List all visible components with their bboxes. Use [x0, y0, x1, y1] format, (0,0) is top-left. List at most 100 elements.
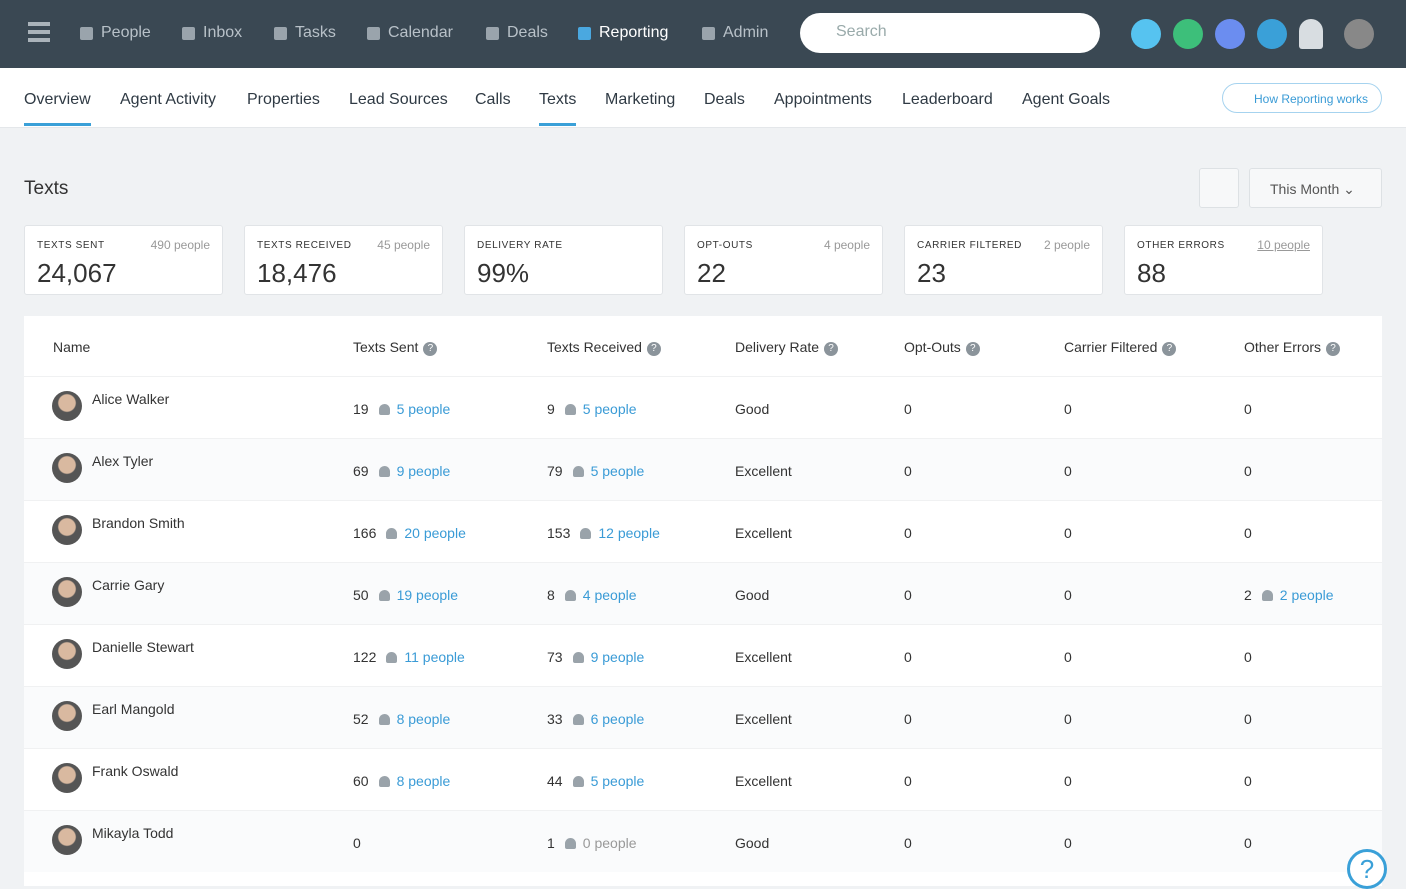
help-button[interactable]: How Reporting works [1222, 83, 1382, 113]
cell: 50 19 people [353, 587, 458, 603]
people-link[interactable]: 2 people [1279, 587, 1334, 603]
agent-name[interactable]: Mikayla Todd [92, 825, 174, 841]
carrier-value: 0 [1064, 773, 1072, 789]
nav-item[interactable]: Admin [702, 24, 768, 42]
people-link[interactable]: 5 people [590, 463, 645, 479]
sent-value: 0 [353, 835, 361, 851]
people-link[interactable]: 6 people [590, 711, 645, 727]
cell: 44 5 people [547, 773, 644, 789]
download-button[interactable] [1199, 168, 1239, 208]
tab[interactable]: Texts [539, 91, 577, 126]
person-icon [564, 838, 576, 849]
people-link[interactable]: 5 people [396, 401, 451, 417]
people-link[interactable]: 4 people [582, 587, 637, 603]
agent-name[interactable]: Alex Tyler [92, 453, 154, 469]
people-link[interactable]: 11 people [404, 649, 465, 665]
people-link[interactable]: 9 people [590, 649, 645, 665]
user-avatar[interactable] [1344, 19, 1374, 49]
person-icon [1261, 590, 1273, 601]
avatar [52, 701, 82, 731]
people-link[interactable]: 8 people [396, 711, 451, 727]
cell: 0 [1244, 463, 1252, 479]
help-fab[interactable]: ? [1347, 849, 1387, 889]
nav-item[interactable]: Calendar [367, 24, 453, 42]
people-link[interactable]: 5 people [582, 401, 637, 417]
chat-icon[interactable] [1215, 19, 1245, 49]
tab[interactable]: Agent Goals [1022, 91, 1111, 108]
nav-item[interactable]: Deals [486, 24, 548, 42]
nav-icon [80, 26, 93, 40]
help-icon[interactable]: ? [1326, 342, 1341, 356]
phone-icon[interactable] [1173, 19, 1203, 49]
tab[interactable]: Agent Activity [120, 91, 217, 108]
cell: 0 [904, 835, 912, 851]
person-icon [378, 590, 390, 601]
cell: Excellent [735, 649, 792, 665]
help-icon[interactable]: ? [423, 342, 438, 356]
dialer-icon[interactable] [1257, 19, 1287, 49]
tab-bar: Overview Agent Activity Properties Lead Sou… [0, 68, 1406, 128]
nav-item[interactable]: Inbox [182, 24, 242, 42]
column-header: Delivery Rate? [735, 339, 839, 356]
help-icon[interactable]: ? [824, 342, 839, 356]
sent-value: 50 [353, 587, 369, 603]
help-icon[interactable]: ? [965, 342, 980, 356]
cell: 0 [1064, 773, 1072, 789]
help-text: How Reporting works [1254, 92, 1369, 106]
person-icon [386, 652, 398, 663]
person-icon [564, 590, 576, 601]
stat-card: DELIVERY RATE 99% [464, 225, 663, 295]
agent-name[interactable]: Danielle Stewart [92, 639, 194, 655]
cell: Excellent [735, 711, 792, 727]
people-link[interactable]: 12 people [598, 525, 660, 541]
tab[interactable]: Calls [475, 91, 511, 108]
cell: 0 [1244, 401, 1252, 417]
people-link[interactable]: 9 people [396, 463, 451, 479]
errors-value: 0 [1244, 649, 1252, 665]
opt-outs-value: 0 [904, 401, 912, 417]
help-icon[interactable]: ? [1162, 342, 1177, 356]
people-link[interactable]: 19 people [396, 587, 459, 603]
people-link[interactable]: 5 people [590, 773, 645, 789]
people-link[interactable]: 0 people [582, 835, 637, 851]
tab[interactable]: Properties [247, 91, 320, 108]
column-header: Name [53, 339, 90, 355]
email-icon[interactable] [1131, 19, 1161, 49]
range-select[interactable]: This Month ⌄ [1249, 168, 1382, 208]
agent-name[interactable]: Earl Mangold [92, 701, 175, 717]
tab[interactable]: Appointments [774, 91, 872, 108]
received-value: 153 [547, 525, 571, 541]
notifications-icon[interactable] [1299, 19, 1323, 49]
nav-item[interactable]: Reporting [578, 24, 668, 42]
person-icon [580, 528, 592, 539]
tab[interactable]: Deals [704, 91, 745, 108]
stat-people: 490 people [150, 238, 210, 252]
errors-value: 0 [1244, 401, 1252, 417]
cell: 8 4 people [547, 587, 637, 603]
delivery-value: Excellent [735, 649, 792, 665]
tab[interactable]: Leaderboard [902, 91, 993, 108]
agent-name[interactable]: Carrie Gary [92, 577, 165, 593]
agent-name[interactable]: Alice Walker [92, 391, 170, 407]
tab[interactable]: Overview [24, 91, 91, 126]
cell: 0 [904, 401, 912, 417]
tab[interactable]: Marketing [605, 91, 676, 108]
people-link[interactable]: 8 people [396, 773, 451, 789]
agent-name[interactable]: Frank Oswald [92, 763, 179, 779]
search-box[interactable]: Search [800, 13, 1100, 53]
person-icon [378, 404, 390, 415]
nav-icon [182, 26, 195, 40]
help-icon[interactable]: ? [646, 342, 661, 356]
agent-name[interactable]: Brandon Smith [92, 515, 185, 531]
people-link[interactable]: 20 people [404, 525, 466, 541]
nav-label: Deals [507, 24, 548, 41]
nav-item[interactable]: People [80, 24, 151, 42]
nav-item[interactable]: Tasks [274, 24, 336, 42]
table-row: Carrie Gary 50 19 people 8 4 people Good 0 0 2 2 … [24, 562, 1382, 624]
cell: Excellent [735, 773, 792, 789]
nav-label: Inbox [203, 24, 243, 41]
logo[interactable] [28, 22, 50, 42]
stat-people[interactable]: 10 people [1257, 238, 1310, 252]
tab[interactable]: Lead Sources [349, 91, 448, 108]
